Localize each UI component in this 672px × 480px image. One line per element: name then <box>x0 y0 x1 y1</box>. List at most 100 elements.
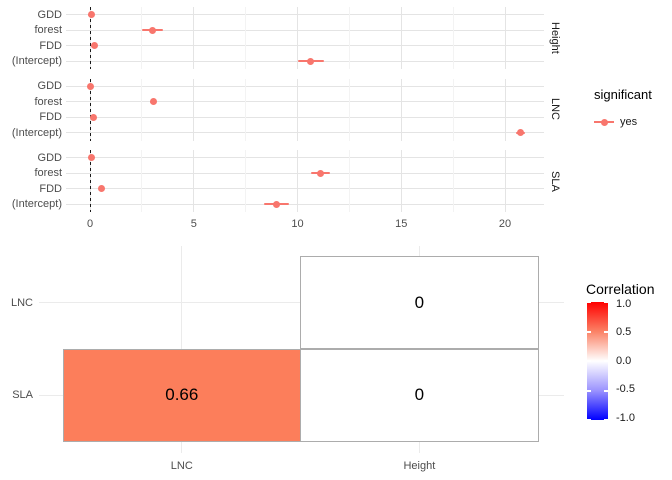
correlation-tick-mark <box>604 389 608 392</box>
coef-point <box>316 169 324 177</box>
facet-strip-height: Height <box>549 22 561 54</box>
correlation-tick-mark <box>604 419 608 421</box>
gridline-h <box>66 29 544 31</box>
heatmap-col-label-lnc: LNC <box>170 460 193 472</box>
facet-strip-lnc: LNC <box>549 98 561 121</box>
gridline-v-minor <box>348 78 350 141</box>
gridline-v-major <box>297 150 298 212</box>
coef-point <box>90 113 98 121</box>
y-axis-label-gdd: GDD <box>37 8 62 21</box>
gridline-v-minor <box>245 7 247 69</box>
facet-panel-lnc <box>66 78 544 141</box>
gridline-h <box>66 14 544 16</box>
heatmap-row-label-sla: SLA <box>12 389 33 402</box>
significant-legend-item-yes: yes <box>594 114 637 130</box>
y-axis-label-fdd: FDD <box>39 182 62 195</box>
gridline-v-major <box>193 150 195 212</box>
gridline-h <box>66 157 544 159</box>
coef-point <box>87 11 95 19</box>
gridline-h <box>66 116 544 118</box>
coef-point <box>273 200 281 208</box>
correlation-tick-mark <box>604 301 608 303</box>
gridline-v-minor <box>452 7 454 69</box>
gridline-v-major <box>504 150 506 212</box>
gridline-h <box>66 45 544 47</box>
facet-panel-sla <box>66 150 544 212</box>
gridline-v-minor <box>141 78 143 141</box>
correlation-tick-mark <box>587 360 591 362</box>
gridline-v-major <box>193 7 195 69</box>
facet-panel-height <box>66 7 544 69</box>
heatmap-row-label-lnc: LNC <box>10 296 33 309</box>
heatmap-col-label-height: Height <box>403 460 436 472</box>
coef-point <box>87 154 95 162</box>
y-axis-label-gdd: GDD <box>37 80 62 93</box>
zero-reference-line <box>89 7 91 69</box>
gridline-h <box>66 132 544 134</box>
gridline-v-major <box>400 7 402 69</box>
gridline-h <box>66 85 544 87</box>
x-axis-tick-10: 10 <box>291 217 304 230</box>
correlation-tick-mark <box>587 301 591 303</box>
coef-point <box>307 57 315 65</box>
gridline-v-major <box>297 7 298 69</box>
gridline-v-minor <box>452 150 454 212</box>
gridline-v-major <box>400 150 402 212</box>
correlation-tick-label-1.0: 1.0 <box>616 297 632 310</box>
correlation-tick-label-0.0: 0.0 <box>616 354 632 367</box>
gridline-h <box>66 203 544 205</box>
y-axis-label-fdd: FDD <box>39 111 62 124</box>
zero-reference-line <box>89 78 91 141</box>
coef-point <box>517 129 525 137</box>
y-axis-label-intercept: (Intercept) <box>11 198 62 211</box>
gridline-v-minor <box>348 7 350 69</box>
y-axis-label-forest: forest <box>34 167 62 180</box>
x-axis-tick-20: 20 <box>498 217 512 230</box>
gridline-v-minor <box>245 150 247 212</box>
gridline-v-major <box>193 78 195 141</box>
y-axis-label-forest: forest <box>34 95 62 108</box>
y-axis-label-forest: forest <box>34 24 62 37</box>
coef-point <box>87 82 95 90</box>
correlation-tick-mark <box>587 330 591 333</box>
gridline-v-minor <box>245 78 247 141</box>
coef-point <box>97 185 105 193</box>
gridline-h <box>66 101 544 103</box>
significant-legend-item-label: yes <box>620 116 638 128</box>
gridline-v-major <box>504 7 506 69</box>
x-axis-tick-5: 5 <box>190 217 197 230</box>
correlation-tick-label--0.5: -0.5 <box>616 383 635 395</box>
correlation-tick-mark <box>587 389 591 392</box>
correlation-tick-mark <box>604 360 608 362</box>
correlation-tick-label--1.0: -1.0 <box>616 411 635 424</box>
gridline-v-minor <box>452 78 454 141</box>
gridline-v-minor <box>348 150 350 212</box>
coef-point <box>148 26 156 34</box>
gridline-v-minor <box>141 150 143 212</box>
gridline-v-minor <box>141 7 143 69</box>
correlation-tick-label-0.5: 0.5 <box>616 326 632 338</box>
gridline-v-major <box>504 78 506 141</box>
x-axis-tick-15: 15 <box>395 217 408 230</box>
correlation-legend-title: Correlation <box>586 281 655 297</box>
heatmap-cell-sla-lnc: 0.66 <box>62 348 302 443</box>
x-axis-tick-0: 0 <box>86 217 94 230</box>
pointrange-key-icon <box>594 114 614 130</box>
correlation-tick-mark <box>604 330 608 333</box>
heatmap-cell-lnc-height: 0 <box>300 255 539 350</box>
y-axis-label-fdd: FDD <box>39 39 62 52</box>
gridline-v-major <box>400 78 402 141</box>
facet-strip-sla: SLA <box>549 170 561 192</box>
zero-reference-line <box>89 150 91 212</box>
significant-legend-title: significant <box>594 87 652 102</box>
gridline-v-major <box>297 78 298 141</box>
correlation-tick-mark <box>587 419 591 421</box>
y-axis-label-intercept: (Intercept) <box>11 126 62 139</box>
coef-point <box>149 98 157 106</box>
gridline-h <box>66 188 544 190</box>
coef-point <box>90 42 98 50</box>
coefficient-plot: GDD forest FDD (Intercept) Height GDD forest FD… <box>11 7 561 230</box>
y-axis-label-gdd: GDD <box>37 151 62 164</box>
gridline-h <box>66 172 544 174</box>
